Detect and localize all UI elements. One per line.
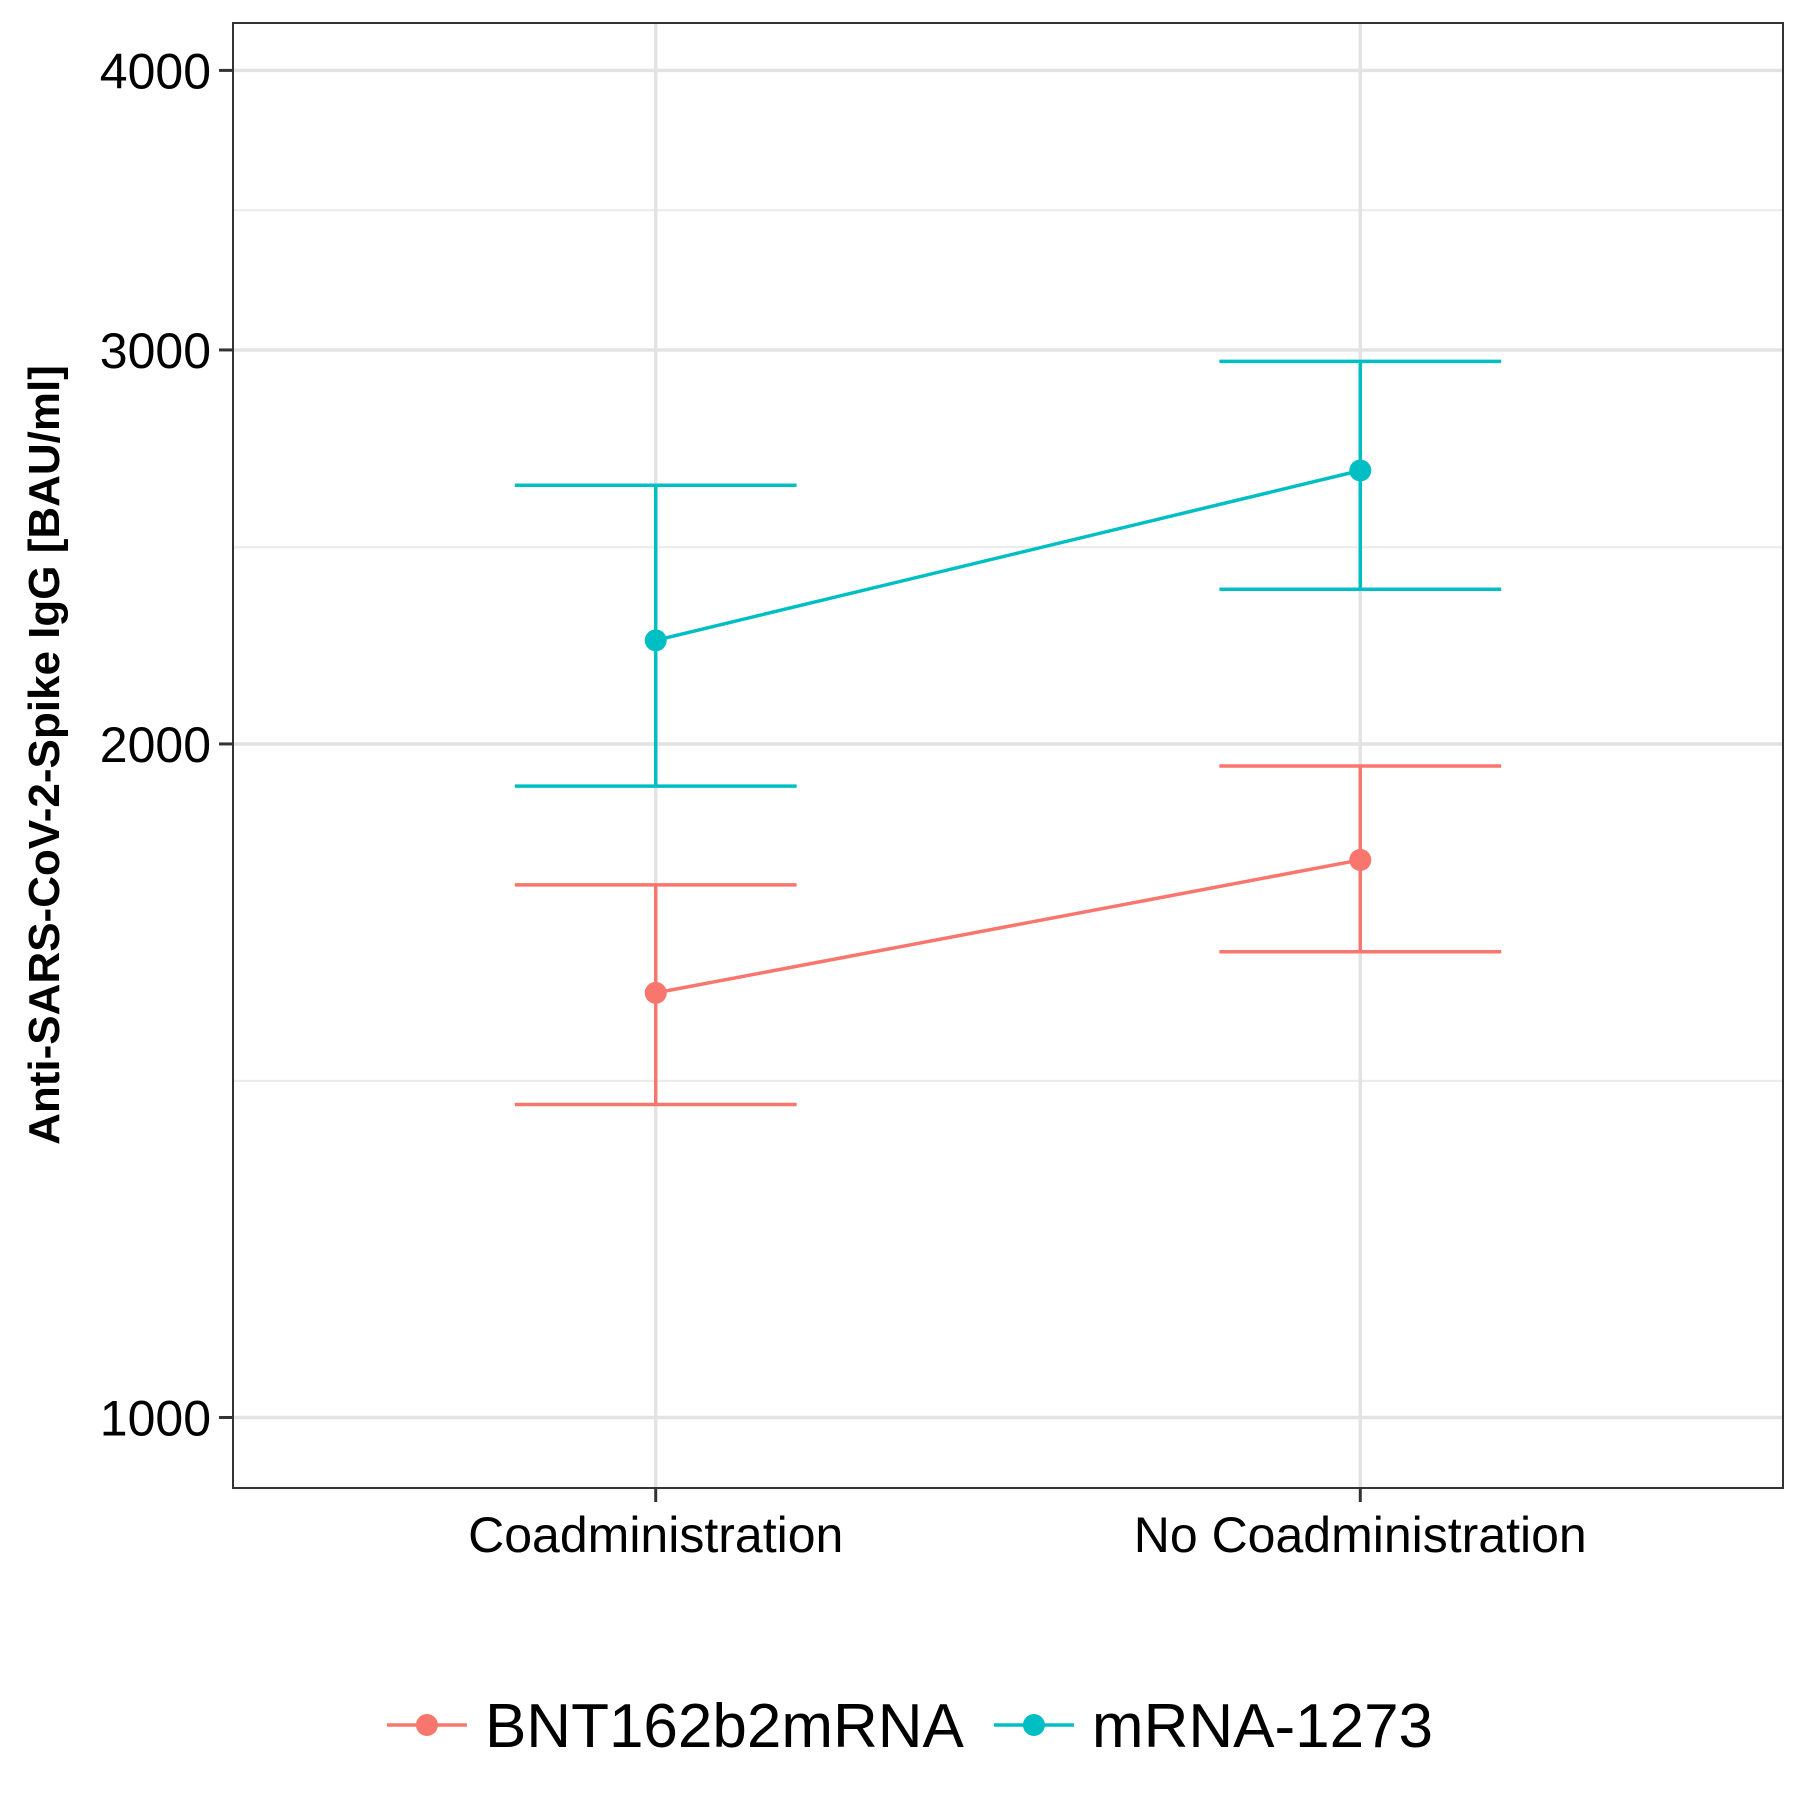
- series-line: [655, 858, 1361, 995]
- y-tick-label: 3000: [100, 323, 211, 379]
- data-point: [1349, 848, 1372, 871]
- plot-border: [232, 22, 1784, 1489]
- legend-key-point: [1022, 1714, 1045, 1736]
- legend-key-point: [415, 1714, 438, 1736]
- y-tick-label: 2000: [100, 717, 211, 773]
- y-tick-label: 1000: [100, 1390, 211, 1446]
- plot-panel: [233, 23, 1783, 1488]
- grid-layer: [233, 23, 1783, 1488]
- x-tick-label: Coadministration: [468, 1507, 843, 1563]
- legend: BNT162b2mRNA mRNA-1273: [386, 1692, 1433, 1761]
- x-tick-label: No Coadministration: [1134, 1507, 1587, 1563]
- legend-key: [993, 1714, 1074, 1736]
- axis-layer: 1000 2000 3000 4000 Coadministration No Coadm…: [100, 43, 1587, 1563]
- series-line: [655, 468, 1361, 643]
- series-bnt162b2mrna: [514, 764, 1502, 1107]
- legend-key: [386, 1714, 467, 1736]
- legend-label: BNT162b2mRNA: [485, 1692, 965, 1761]
- data-point: [644, 981, 667, 1004]
- legend-label: mRNA-1273: [1092, 1692, 1433, 1761]
- series-mrna-1273: [514, 359, 1502, 788]
- data-point: [644, 629, 667, 652]
- series-layer: [514, 359, 1502, 1107]
- y-tick-label: 4000: [100, 43, 211, 99]
- data-point: [1349, 459, 1372, 482]
- y-axis-title: Anti-SARS-CoV-2-Spike IgG [BAU/ml]: [20, 365, 69, 1145]
